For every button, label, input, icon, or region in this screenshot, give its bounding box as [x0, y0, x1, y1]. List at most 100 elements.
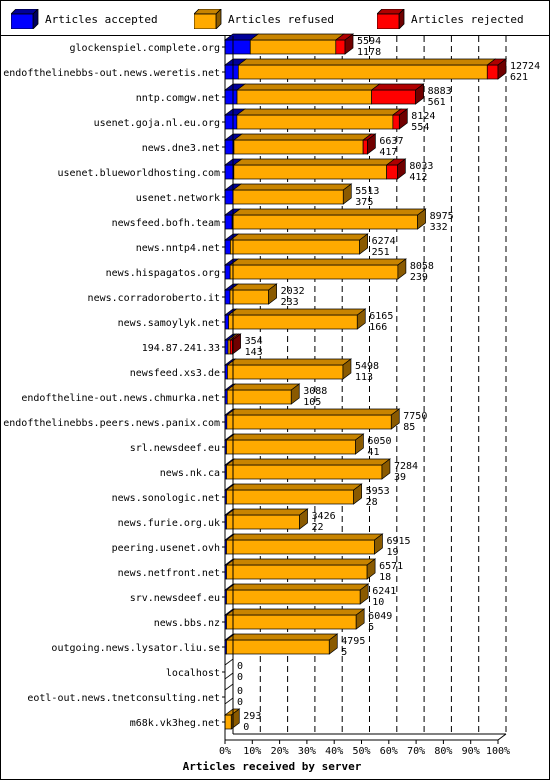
server-label: eotl-out.news.tnetconsulting.net	[27, 693, 220, 704]
total-value-label: 6050	[367, 436, 391, 447]
server-label: usenet.goja.nl.eu.org	[94, 118, 220, 129]
legend-swatch-refused	[194, 9, 222, 29]
accepted-value-label: 0	[237, 672, 243, 683]
total-value-label: 6915	[386, 536, 410, 547]
server-label: nntp.comgw.net	[136, 93, 220, 104]
bar-group	[223, 83, 425, 105]
bar-refused-front	[226, 639, 330, 655]
bar-refused-front	[226, 614, 357, 630]
bar-refused-top	[235, 108, 402, 116]
bar-side	[397, 158, 406, 180]
total-value-label: 5953	[366, 486, 390, 497]
server-label: news.hispagatos.org	[106, 268, 220, 279]
accepted-value-label: 10	[372, 597, 384, 608]
total-value-label: 354	[245, 336, 263, 347]
bar-refused-top	[231, 208, 427, 216]
bar-refused-top	[226, 383, 301, 391]
accepted-value-label: 233	[281, 297, 299, 308]
total-value-label: 3088	[303, 386, 327, 397]
total-value-label: 3426	[312, 511, 336, 522]
bar-refused-top	[229, 233, 369, 241]
bar-side	[353, 483, 362, 505]
bar-accepted-front	[224, 239, 231, 255]
bar-side	[497, 58, 507, 80]
bar-rejected-front	[386, 164, 398, 180]
bar-side	[328, 633, 338, 655]
x-tick-label: 10%	[243, 746, 261, 757]
server-label: m68k.vk3heg.net	[130, 718, 220, 729]
bar-accepted-front	[224, 114, 238, 130]
bar-refused-top	[231, 183, 353, 191]
bar-refused-front	[228, 314, 358, 330]
total-value-label: 293	[243, 711, 261, 722]
bar-group	[224, 683, 234, 705]
accepted-value-label: 18	[379, 572, 391, 583]
total-value-label: 8124	[411, 111, 435, 122]
bar-group	[223, 133, 377, 155]
legend-label-refused: Articles refused	[228, 13, 334, 26]
bar-group	[223, 483, 363, 505]
bar-refused-top	[225, 483, 363, 491]
accepted-value-label: 554	[411, 122, 429, 133]
bar-refused-top	[235, 83, 381, 91]
total-value-label: 2032	[281, 286, 305, 297]
server-label: news.nntp4.net	[136, 243, 220, 254]
bar-refused-front	[237, 64, 488, 80]
bar-rejected-front	[229, 339, 233, 355]
server-label: newsfeed.xs3.de	[130, 368, 220, 379]
total-value-label: 5513	[355, 186, 379, 197]
server-label: srl.newsdeef.eu	[130, 443, 220, 454]
x-tick-label: 20%	[271, 746, 289, 757]
bar-side	[290, 383, 300, 405]
bar-rejected-front	[486, 64, 499, 80]
bar-refused-front	[224, 714, 232, 730]
bar-refused-top	[225, 608, 366, 616]
bar-refused-front	[249, 39, 337, 55]
bar-side	[417, 208, 426, 230]
bar-side	[342, 358, 352, 380]
bar-rejected-front	[362, 139, 368, 155]
bar-group	[223, 283, 278, 305]
x-tick-label: 80%	[434, 746, 452, 757]
bar-accepted-front	[224, 64, 239, 80]
bar-refused-top	[249, 33, 345, 41]
bar-refused-front	[226, 439, 356, 455]
bar-side	[355, 433, 364, 455]
x-tick-label: 60%	[380, 746, 398, 757]
bar-refused-top	[227, 308, 367, 316]
accepted-value-label: 561	[428, 97, 446, 108]
bar-refused-front	[229, 264, 399, 280]
bar-refused-front	[226, 464, 383, 480]
bar-group	[223, 33, 355, 55]
bar-group	[224, 658, 234, 680]
bar-accepted-front	[224, 214, 233, 230]
accepted-value-label: 412	[409, 172, 427, 183]
accepted-value-label: 113	[355, 372, 373, 383]
total-value-label: 12724	[510, 61, 540, 72]
server-label: endofthelinebbs-out.news.weretis.net	[3, 68, 220, 79]
accepted-value-label: 0	[237, 697, 243, 708]
bar-group	[223, 583, 370, 605]
total-value-label: 5498	[355, 361, 379, 372]
x-axis-corner	[497, 733, 507, 741]
bar-group	[223, 308, 367, 330]
total-value-label: 6637	[379, 136, 403, 147]
total-value-label: 6165	[369, 311, 393, 322]
bar-refused-front	[226, 414, 392, 430]
accepted-value-label: 0	[243, 722, 249, 733]
bar-accepted-front	[224, 189, 234, 205]
total-value-label: 6049	[368, 611, 392, 622]
accepted-value-label: 239	[410, 272, 428, 283]
bar-refused-front	[232, 189, 344, 205]
server-label: news.nk.ca	[160, 468, 220, 479]
accepted-value-label: 1178	[357, 47, 381, 58]
bar-group	[223, 608, 366, 630]
accepted-value-label: 22	[312, 522, 324, 533]
bar-group	[223, 158, 407, 180]
x-tick-label: 70%	[407, 746, 425, 757]
bar-refused-top	[225, 408, 401, 416]
bar-group	[223, 58, 508, 80]
accepted-value-label: 375	[355, 197, 373, 208]
